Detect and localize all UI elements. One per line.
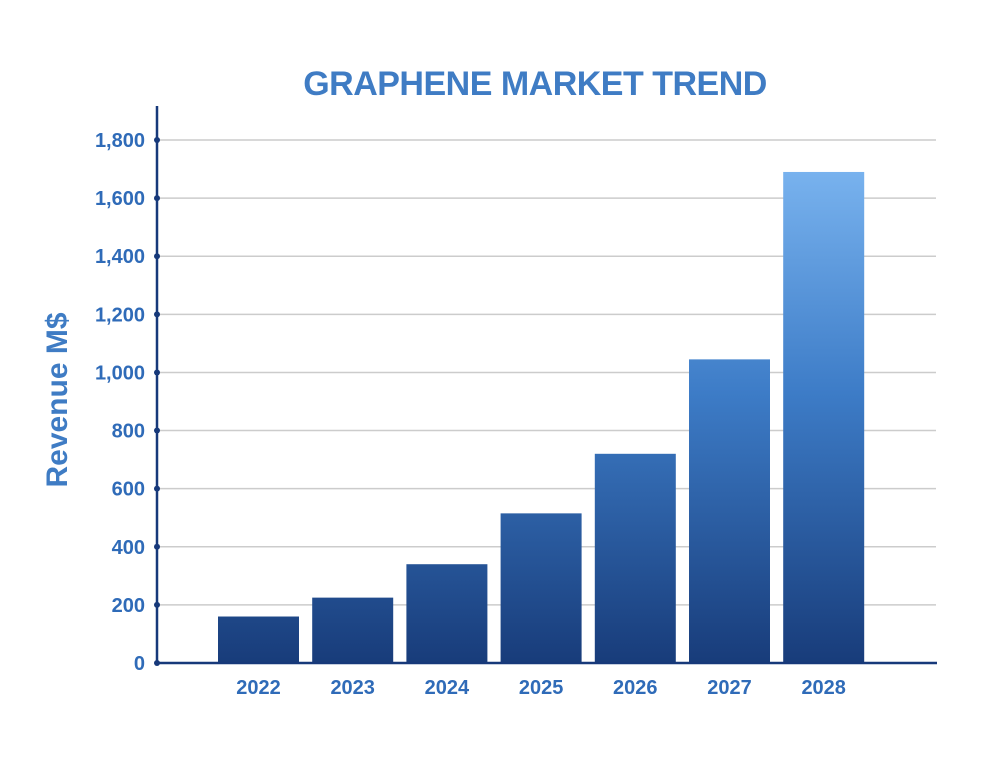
y-tick-label: 0 [134,653,145,675]
bar-2027 [689,359,770,663]
y-tick-label: 1,200 [95,304,145,326]
y-tick-label: 1,000 [95,362,145,384]
x-tick-labels: 2022 2023 2024 2025 2026 2027 2028 [236,677,846,699]
y-tick-label: 800 [112,421,145,443]
y-tick-label: 1,600 [95,188,145,210]
y-tick-label: 600 [112,479,145,501]
y-tick-label: 1,800 [95,130,145,152]
chart-title: GRAPHENE MARKET TREND [303,65,767,103]
x-tick-label: 2025 [519,677,564,699]
y-tick-label: 200 [112,595,145,617]
x-tick-label: 2022 [236,677,281,699]
bar-2028 [783,171,865,663]
y-axis-label: Revenue M$ [41,312,74,487]
x-tick-label: 2023 [330,677,375,699]
axes [154,106,937,666]
y-tick-label: 1,400 [95,246,145,268]
bar-2022 [218,616,299,663]
gridlines [157,139,936,606]
bar-2024 [406,564,488,663]
bars [218,171,865,663]
y-tick-label: 400 [112,537,145,559]
x-tick-label: 2028 [801,677,846,699]
x-tick-label: 2026 [613,677,658,699]
x-tick-label: 2027 [707,677,752,699]
bar-2026 [594,453,676,663]
bar-2023 [312,597,394,663]
x-tick-label: 2024 [425,677,470,699]
bar-2025 [500,513,582,663]
y-tick-labels: 0 200 400 600 800 1,000 1,200 1,400 1,600 1,800 [95,130,145,675]
